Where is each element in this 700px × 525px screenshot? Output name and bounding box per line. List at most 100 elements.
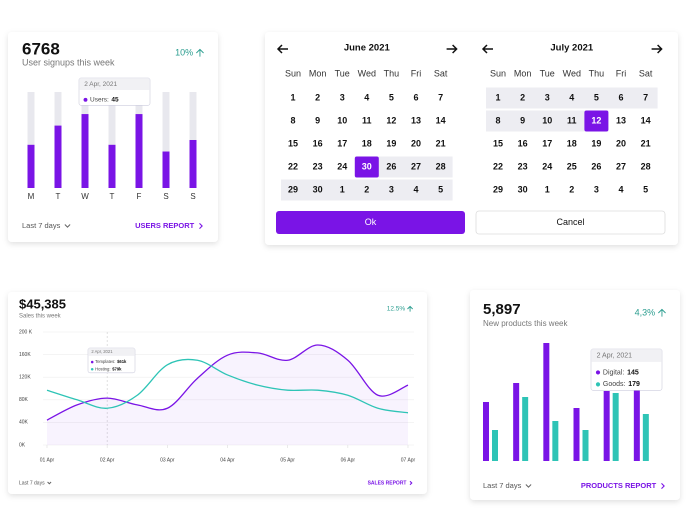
day[interactable]: 18 — [567, 138, 577, 148]
day[interactable]: 9 — [315, 115, 320, 125]
day[interactable]: 9 — [520, 115, 525, 125]
day[interactable]: 3 — [545, 92, 550, 102]
day[interactable]: 28 — [436, 161, 446, 171]
day[interactable]: 12 — [591, 115, 601, 125]
weekday-label: Thu — [384, 68, 400, 78]
change-percent: 12.5% — [387, 306, 406, 313]
day[interactable]: 21 — [436, 138, 446, 148]
day[interactable]: 23 — [518, 161, 528, 171]
day[interactable]: 7 — [643, 92, 648, 102]
day[interactable]: 5 — [438, 184, 443, 194]
day[interactable]: 6 — [413, 92, 418, 102]
day[interactable]: 25 — [567, 161, 577, 171]
day[interactable]: 23 — [313, 161, 323, 171]
day[interactable]: 1 — [290, 92, 295, 102]
day[interactable]: 22 — [288, 161, 298, 171]
day[interactable]: 29 — [288, 184, 298, 194]
day[interactable]: 2 — [520, 92, 525, 102]
day[interactable]: 13 — [616, 115, 626, 125]
day[interactable]: 21 — [641, 138, 651, 148]
bar — [573, 408, 580, 461]
day[interactable]: 3 — [594, 184, 599, 194]
day[interactable]: 29 — [493, 184, 503, 194]
range-highlight — [354, 156, 453, 178]
day[interactable]: 24 — [337, 161, 347, 171]
report-link: USERS REPORT — [135, 221, 195, 230]
chevron-down-icon[interactable] — [47, 481, 52, 485]
day[interactable]: 24 — [542, 161, 552, 171]
tooltip-value: 145 — [627, 369, 639, 376]
day[interactable]: 27 — [616, 161, 626, 171]
day[interactable]: 30 — [362, 161, 372, 171]
day[interactable]: 22 — [493, 161, 503, 171]
chevron-right-icon[interactable] — [661, 482, 665, 490]
x-tick-label: S — [190, 192, 195, 201]
day[interactable]: 13 — [411, 115, 421, 125]
day[interactable]: 1 — [545, 184, 550, 194]
day[interactable]: 6 — [618, 92, 623, 102]
day[interactable]: 11 — [362, 115, 372, 125]
day[interactable]: 2 — [315, 92, 320, 102]
day[interactable]: 12 — [386, 115, 396, 125]
day[interactable]: 4 — [413, 184, 418, 194]
day[interactable]: 8 — [495, 115, 500, 125]
day[interactable]: 20 — [411, 138, 421, 148]
prev-month-button[interactable] — [276, 44, 288, 54]
day[interactable]: 4 — [569, 92, 574, 102]
day[interactable]: 4 — [364, 92, 369, 102]
bar — [543, 343, 550, 461]
day[interactable]: 30 — [518, 184, 528, 194]
chevron-right-icon[interactable] — [409, 480, 413, 486]
day[interactable]: 2 — [364, 184, 369, 194]
cancel-button[interactable] — [475, 210, 666, 235]
day[interactable]: 19 — [591, 138, 601, 148]
day[interactable]: 26 — [591, 161, 601, 171]
day[interactable]: 30 — [313, 184, 323, 194]
report-link: SALES REPORT — [368, 480, 407, 486]
bar-track — [108, 92, 116, 188]
y-tick-label: 0K — [19, 442, 26, 448]
ok-button[interactable] — [276, 211, 465, 234]
day[interactable]: 10 — [337, 115, 347, 125]
next-month-button[interactable] — [651, 44, 663, 54]
day[interactable]: 15 — [288, 138, 298, 148]
next-month-button[interactable] — [446, 44, 458, 54]
chevron-down-icon[interactable] — [525, 484, 532, 488]
prev-month-button[interactable] — [481, 44, 493, 54]
weekday-label: Mon — [309, 68, 327, 78]
day[interactable]: 28 — [641, 161, 651, 171]
bar — [522, 397, 529, 461]
day[interactable]: 16 — [518, 138, 528, 148]
tooltip-label: Hosting: — [95, 366, 110, 371]
day[interactable]: 1 — [495, 92, 500, 102]
day[interactable]: 27 — [411, 161, 421, 171]
day[interactable]: 5 — [594, 92, 599, 102]
chevron-right-icon[interactable] — [199, 222, 203, 230]
day[interactable]: 14 — [436, 115, 446, 125]
day[interactable]: 20 — [616, 138, 626, 148]
day[interactable]: 5 — [643, 184, 648, 194]
day[interactable]: 17 — [337, 138, 347, 148]
day[interactable]: 17 — [542, 138, 552, 148]
bar — [513, 383, 520, 461]
up-arrow-icon — [407, 305, 413, 312]
tooltip-header — [79, 78, 150, 90]
day[interactable]: 4 — [618, 184, 623, 194]
day[interactable]: 8 — [290, 115, 295, 125]
chevron-down-icon[interactable] — [64, 224, 71, 228]
day[interactable]: 1 — [340, 184, 345, 194]
day[interactable]: 3 — [340, 92, 345, 102]
day[interactable]: 2 — [569, 184, 574, 194]
day[interactable]: 3 — [389, 184, 394, 194]
day[interactable]: 11 — [567, 115, 577, 125]
day[interactable]: 16 — [313, 138, 323, 148]
day[interactable]: 26 — [386, 161, 396, 171]
day[interactable]: 5 — [389, 92, 394, 102]
day[interactable]: 15 — [493, 138, 503, 148]
day[interactable]: 14 — [641, 115, 651, 125]
day[interactable]: 10 — [542, 115, 552, 125]
change-percent: 10% — [175, 47, 193, 57]
day[interactable]: 19 — [386, 138, 396, 148]
day[interactable]: 7 — [438, 92, 443, 102]
day[interactable]: 18 — [362, 138, 372, 148]
